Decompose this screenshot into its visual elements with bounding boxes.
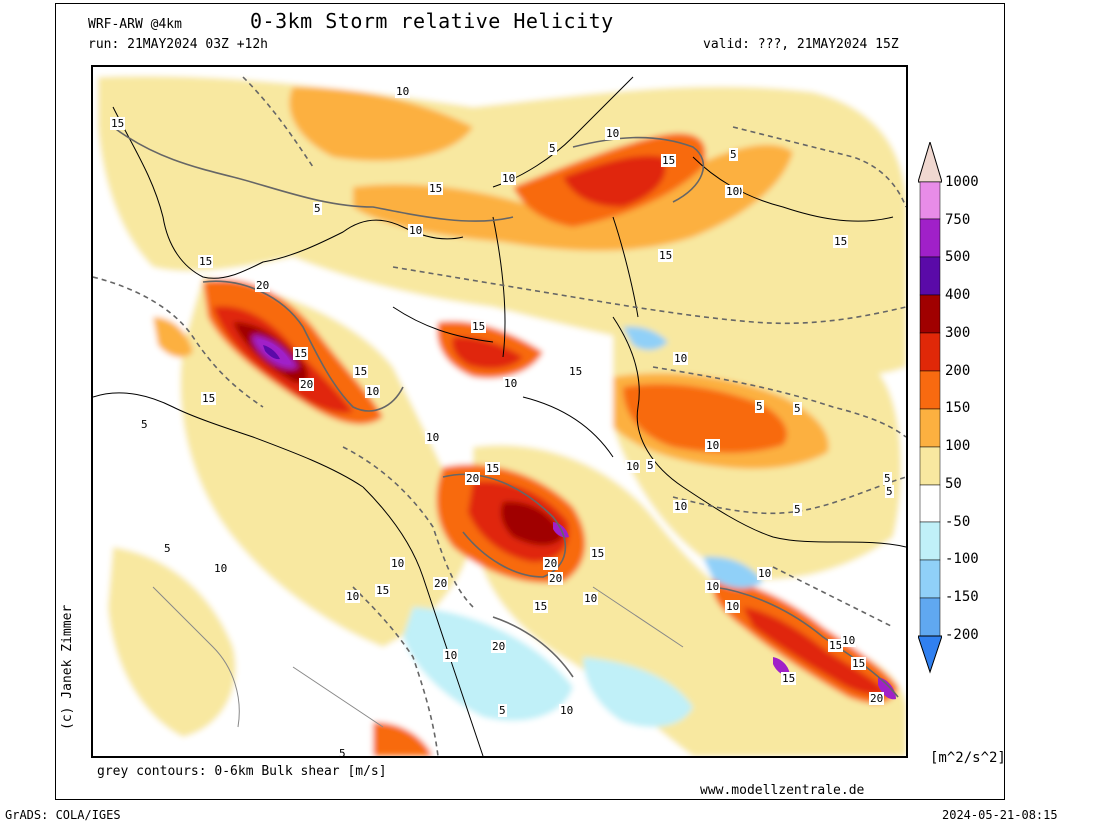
contour-label: 20 bbox=[433, 577, 449, 590]
model-label: WRF-ARW @4km bbox=[88, 17, 182, 32]
contour-label: 20 bbox=[491, 640, 507, 653]
contour-label: 5 bbox=[548, 142, 557, 155]
contours-note: grey contours: 0-6km Bulk shear [m/s] bbox=[97, 764, 387, 779]
run-label: run: 21MAY2024 03Z +12h bbox=[88, 37, 269, 52]
contour-label: 10 bbox=[345, 590, 361, 603]
contour-label: 10 bbox=[365, 385, 381, 398]
timestamp-label: 2024-05-21-08:15 bbox=[942, 808, 1058, 822]
contour-label: 15 bbox=[201, 392, 217, 405]
contour-label: 10 bbox=[213, 562, 229, 575]
contour-label: 20 bbox=[255, 279, 271, 292]
contour-label: 5 bbox=[755, 400, 764, 413]
chart-title: 0-3km Storm relative Helicity bbox=[250, 9, 614, 33]
author-credit: (c) Janek Zimmer bbox=[60, 604, 75, 730]
plot-frame bbox=[55, 3, 1005, 800]
contour-label: 10 bbox=[673, 500, 689, 513]
contour-label: 5 bbox=[729, 148, 738, 161]
contour-label: 10 bbox=[841, 634, 857, 647]
contour-label: 20 bbox=[299, 378, 315, 391]
contour-label: 15 bbox=[110, 117, 126, 130]
colorbar-label: -150 bbox=[945, 589, 979, 605]
contour-label: 10 bbox=[725, 185, 741, 198]
contour-label: 15 bbox=[293, 347, 309, 360]
colorbar-label: 750 bbox=[945, 212, 971, 228]
contour-label: 10 bbox=[757, 567, 773, 580]
contour-label: 15 bbox=[833, 235, 849, 248]
contour-label: 10 bbox=[583, 592, 599, 605]
contour-label: 15 bbox=[375, 584, 391, 597]
contour-label: 15 bbox=[661, 154, 677, 167]
contour-label: 15 bbox=[590, 547, 606, 560]
contour-label: 5 bbox=[140, 418, 149, 431]
contour-label: 15 bbox=[568, 365, 584, 378]
colorbar-label: 300 bbox=[945, 325, 971, 341]
colorbar-label: 400 bbox=[945, 287, 971, 303]
contour-label: 20 bbox=[465, 472, 481, 485]
contour-label: 15 bbox=[471, 320, 487, 333]
contour-label: 10 bbox=[425, 431, 441, 444]
colorbar-label: -50 bbox=[945, 514, 971, 530]
colorbar-label: 500 bbox=[945, 249, 971, 265]
contour-label: 10 bbox=[443, 649, 459, 662]
contour-label: 20 bbox=[869, 692, 885, 705]
contour-label: 20 bbox=[543, 557, 559, 570]
contour-label: 10 bbox=[605, 127, 621, 140]
contour-label: 10 bbox=[501, 172, 517, 185]
colorbar-label: -200 bbox=[945, 627, 979, 643]
contour-label: 5 bbox=[498, 704, 507, 717]
website-label: www.modellzentrale.de bbox=[700, 783, 865, 798]
contour-label: 15 bbox=[198, 255, 214, 268]
contour-label: 15 bbox=[781, 672, 797, 685]
colorbar-label: 1000 bbox=[945, 174, 979, 190]
colorbar-label: 200 bbox=[945, 363, 971, 379]
colorbar-unit: [m^2/s^2] bbox=[930, 750, 1006, 766]
map-field bbox=[93, 67, 906, 756]
contour-label: 5 bbox=[883, 472, 892, 485]
colorbar-graphic bbox=[918, 142, 942, 674]
contour-label: 5 bbox=[646, 459, 655, 472]
contour-label: 10 bbox=[725, 600, 741, 613]
contour-label: 15 bbox=[353, 365, 369, 378]
contour-label: 15 bbox=[533, 600, 549, 613]
contour-label: 10 bbox=[705, 580, 721, 593]
contour-label: 15 bbox=[658, 249, 674, 262]
valid-label: valid: ???, 21MAY2024 15Z bbox=[703, 37, 899, 52]
contour-label: 15 bbox=[828, 639, 844, 652]
contour-label: 10 bbox=[673, 352, 689, 365]
contour-label: 5 bbox=[885, 485, 894, 498]
contour-label: 20 bbox=[548, 572, 564, 585]
helicity-map: 10 15 5 10 15 10 15 5 10 5 15 10 15 20 1… bbox=[91, 65, 908, 758]
contour-label: 10 bbox=[408, 224, 424, 237]
contour-label: 10 bbox=[559, 704, 575, 717]
contour-label: 5 bbox=[338, 747, 347, 758]
grads-label: GrADS: COLA/IGES bbox=[5, 808, 121, 822]
contour-label: 15 bbox=[851, 657, 867, 670]
contour-label: 15 bbox=[428, 182, 444, 195]
colorbar-label: 100 bbox=[945, 438, 971, 454]
contour-label: 5 bbox=[313, 202, 322, 215]
contour-label: 5 bbox=[793, 402, 802, 415]
contour-label: 5 bbox=[163, 542, 172, 555]
colorbar-label: 50 bbox=[945, 476, 962, 492]
colorbar-label: -100 bbox=[945, 551, 979, 567]
colorbar-label: 150 bbox=[945, 400, 971, 416]
contour-label: 10 bbox=[503, 377, 519, 390]
contour-label: 10 bbox=[705, 439, 721, 452]
contour-label: 15 bbox=[485, 462, 501, 475]
contour-label: 10 bbox=[390, 557, 406, 570]
contour-label: 10 bbox=[625, 460, 641, 473]
contour-label: 5 bbox=[793, 503, 802, 516]
contour-label: 10 bbox=[395, 85, 411, 98]
